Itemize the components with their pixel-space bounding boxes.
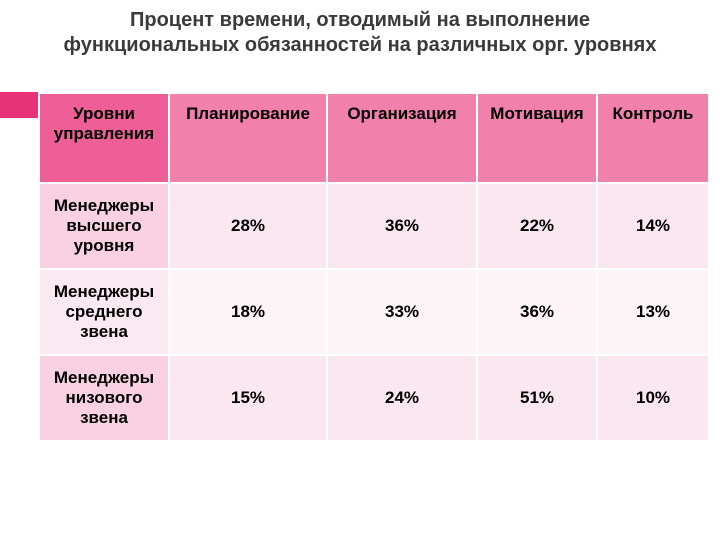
- col-header-organization: Организация: [327, 93, 477, 183]
- cell: 24%: [327, 355, 477, 441]
- table-header-row: Уровни управления Планирование Организац…: [39, 93, 709, 183]
- accent-bar: [0, 92, 38, 118]
- data-table: Уровни управления Планирование Организац…: [38, 92, 710, 442]
- cell: 15%: [169, 355, 327, 441]
- page-title: Процент времени, отводимый на выполнение…: [0, 0, 720, 62]
- cell: 13%: [597, 269, 709, 355]
- cell: 22%: [477, 183, 597, 269]
- col-header-levels: Уровни управления: [39, 93, 169, 183]
- cell: 36%: [327, 183, 477, 269]
- cell: 18%: [169, 269, 327, 355]
- col-header-control: Контроль: [597, 93, 709, 183]
- cell: 14%: [597, 183, 709, 269]
- cell: 10%: [597, 355, 709, 441]
- cell: 36%: [477, 269, 597, 355]
- row-label: Менеджеры низового звена: [39, 355, 169, 441]
- table-row: Менеджеры среднего звена 18% 33% 36% 13%: [39, 269, 709, 355]
- col-header-planning: Планирование: [169, 93, 327, 183]
- cell: 28%: [169, 183, 327, 269]
- row-label: Менеджеры среднего звена: [39, 269, 169, 355]
- slide: Процент времени, отводимый на выполнение…: [0, 0, 720, 540]
- cell: 51%: [477, 355, 597, 441]
- col-header-motivation: Мотивация: [477, 93, 597, 183]
- cell: 33%: [327, 269, 477, 355]
- data-table-wrap: Уровни управления Планирование Организац…: [38, 92, 698, 442]
- row-label: Менеджеры высшего уровня: [39, 183, 169, 269]
- table-row: Менеджеры низового звена 15% 24% 51% 10%: [39, 355, 709, 441]
- table-row: Менеджеры высшего уровня 28% 36% 22% 14%: [39, 183, 709, 269]
